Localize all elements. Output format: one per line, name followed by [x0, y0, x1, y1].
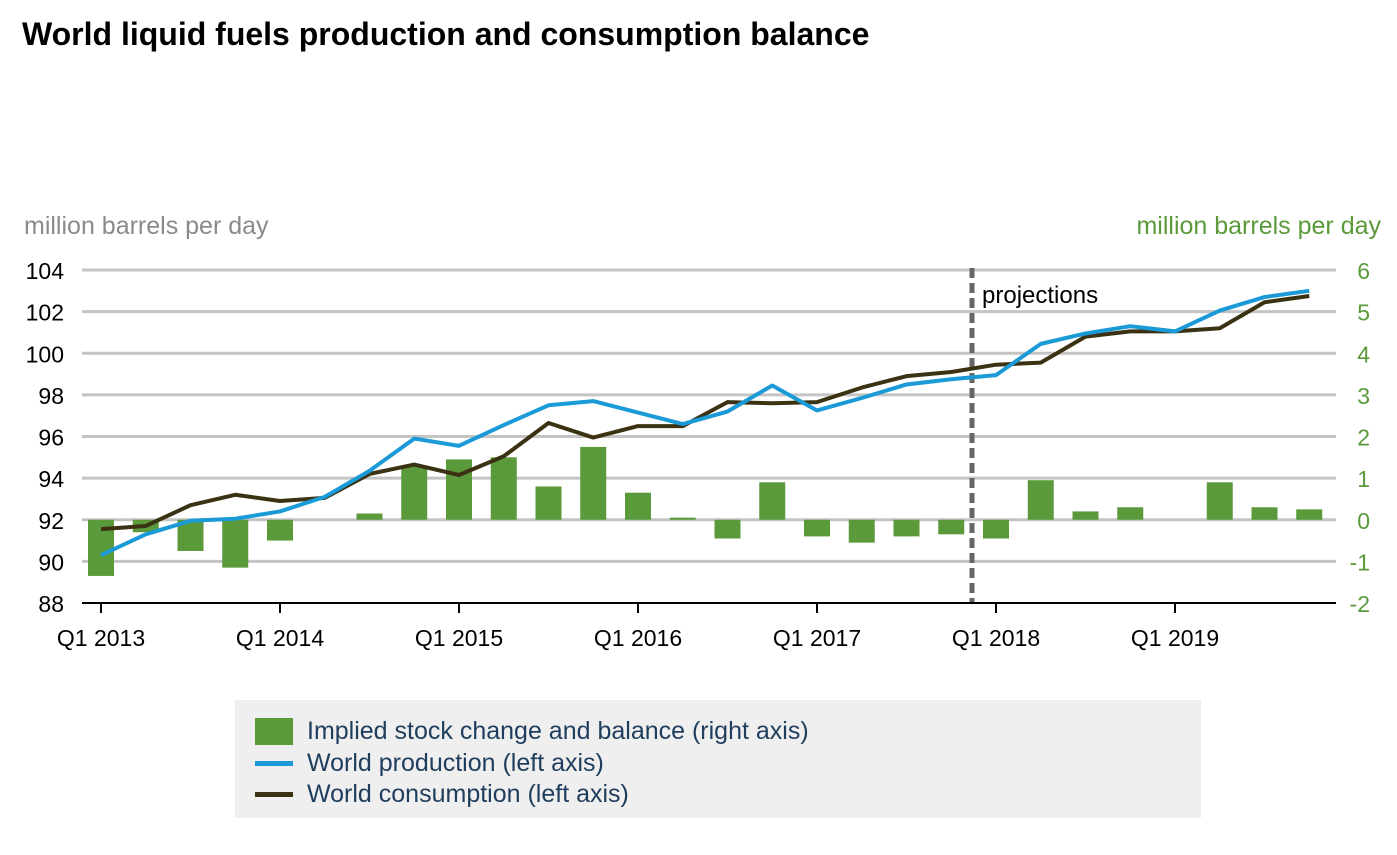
y-tick-label-left: 94 [38, 466, 64, 492]
bar [983, 519, 1009, 539]
x-tick-label: Q1 2016 [594, 625, 682, 651]
y-tick-label-left: 102 [26, 300, 64, 326]
x-tick-label: Q1 2013 [57, 625, 145, 651]
chart-plot: million barrels per day million barrels … [24, 212, 1381, 651]
bar [1206, 482, 1233, 520]
legend-item-stock-change: Implied stock change and balance (right … [255, 716, 809, 746]
bar [446, 459, 472, 520]
bar [222, 519, 249, 568]
y-tick-label-right: 0 [1357, 508, 1370, 534]
line-series [100, 288, 1310, 557]
legend-swatch-bar [255, 717, 293, 745]
y-tick-label-right: -1 [1350, 549, 1370, 575]
y-axis-left: 104 102 100 98 96 94 92 90 88 [26, 258, 65, 617]
legend-item-production: World production (left axis) [255, 748, 604, 778]
y-tick-label-left: 98 [38, 383, 64, 409]
y-tick-label-right: 3 [1357, 383, 1370, 409]
x-tick-label: Q1 2015 [415, 625, 503, 651]
bar [1027, 480, 1054, 520]
legend: Implied stock change and balance (right … [235, 700, 1201, 818]
x-tick-label: Q1 2019 [1131, 625, 1219, 651]
consumption-line [100, 294, 1310, 532]
chart-title: World liquid fuels production and consum… [22, 16, 870, 52]
bar [1251, 507, 1278, 520]
y-tick-label-right: 1 [1357, 466, 1370, 492]
x-axis-ticks: Q1 2013 Q1 2014 Q1 2015 Q1 2016 Q1 2017 Q1 20… [57, 603, 1219, 651]
y-tick-label-right: 5 [1357, 300, 1370, 326]
bar [1117, 507, 1144, 520]
y-tick-label-right: 6 [1357, 258, 1370, 284]
bar [759, 482, 786, 520]
bar-series [88, 446, 1323, 576]
x-tick-label: Q1 2017 [773, 625, 861, 651]
y-tick-label-right: -2 [1350, 591, 1370, 617]
bar [535, 486, 562, 520]
bar [893, 519, 920, 537]
bar [1072, 511, 1099, 520]
bar [625, 492, 651, 520]
bar [669, 517, 696, 520]
y-tick-label-left: 92 [38, 508, 64, 534]
legend-swatch-consumption [255, 791, 293, 797]
bar [804, 519, 830, 537]
y-tick-label-right: 4 [1357, 341, 1370, 367]
legend-item-consumption: World consumption (left axis) [255, 779, 629, 809]
y-axis-right: 6 5 4 3 2 1 0 -1 -2 [1350, 258, 1371, 617]
projection-label: projections [982, 282, 1098, 309]
y-tick-label-left: 90 [38, 549, 64, 575]
y-axis-right-label: million barrels per day [1136, 212, 1381, 240]
y-tick-label-right: 2 [1357, 425, 1370, 451]
legend-swatch-production [255, 760, 293, 766]
bar [356, 513, 383, 520]
legend-label: World consumption (left axis) [307, 779, 629, 808]
legend-label: World production (left axis) [307, 748, 604, 777]
bar [848, 519, 875, 543]
bar [1296, 509, 1323, 520]
y-tick-label-left: 104 [26, 258, 65, 284]
bar [580, 446, 607, 520]
y-tick-label-left: 88 [38, 591, 64, 617]
legend-label: Implied stock change and balance (right … [307, 716, 809, 745]
bar [938, 519, 965, 535]
y-tick-label-left: 96 [38, 425, 64, 451]
bar [490, 457, 517, 520]
bar [267, 519, 293, 541]
production-line [100, 288, 1310, 557]
bar [714, 519, 741, 539]
x-tick-label: Q1 2014 [236, 625, 324, 651]
y-axis-left-label: million barrels per day [24, 212, 269, 240]
y-tick-label-left: 100 [26, 341, 64, 367]
x-tick-label: Q1 2018 [952, 625, 1040, 651]
bar [401, 465, 428, 520]
